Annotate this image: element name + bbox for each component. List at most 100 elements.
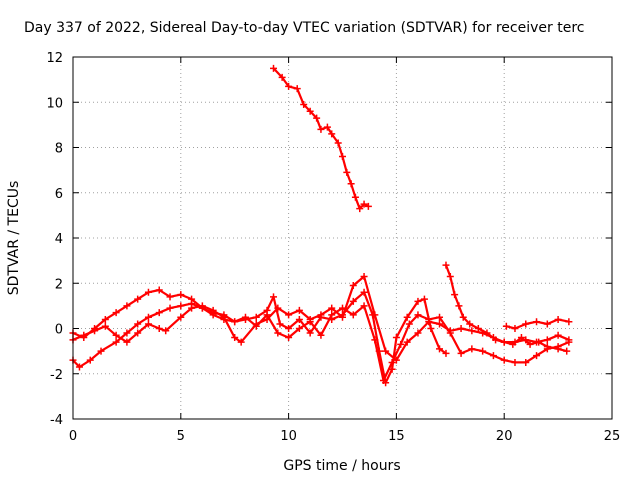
data-point [285, 82, 293, 90]
data-point [360, 302, 368, 310]
data-point [231, 334, 239, 342]
data-point [451, 291, 459, 299]
data-point [554, 345, 562, 353]
data-point [351, 193, 359, 201]
data-point [123, 302, 131, 310]
series-line [505, 318, 570, 330]
data-point [263, 315, 271, 323]
data-point [535, 338, 543, 346]
data-point [414, 311, 422, 319]
data-point [468, 327, 476, 335]
data-point [101, 315, 109, 323]
data-point [522, 358, 530, 366]
data-point [442, 261, 450, 269]
ticks-layer: 0 5 10 15 20 25 -4 -2 0 2 4 6 8 10 12 [46, 51, 620, 444]
data-point [414, 329, 422, 337]
data-point [112, 338, 120, 346]
data-point [349, 297, 357, 305]
data-point [198, 302, 206, 310]
data-point [144, 320, 152, 328]
data-point [554, 331, 562, 339]
data-point [188, 304, 196, 312]
series-track-4 [270, 64, 372, 213]
data-point [101, 322, 109, 330]
x-tick-label: 0 [69, 429, 77, 444]
data-point [436, 320, 444, 328]
data-point [356, 205, 364, 213]
grid-layer [73, 57, 612, 419]
data-point [252, 313, 260, 321]
x-tick-label: 25 [604, 429, 621, 444]
data-point [328, 130, 336, 138]
data-point [379, 377, 387, 385]
data-point [483, 329, 491, 337]
data-point [500, 356, 508, 364]
data-point [364, 202, 372, 210]
y-tick-label: 10 [46, 96, 63, 111]
data-point [285, 325, 293, 332]
data-point [457, 325, 465, 332]
data-point [75, 363, 83, 371]
data-point [177, 302, 185, 310]
data-point [317, 125, 325, 133]
data-point [306, 107, 314, 115]
data-point [565, 336, 573, 344]
y-tick-label: -2 [50, 368, 63, 383]
data-point [328, 304, 336, 312]
data-point [134, 329, 142, 337]
data-point [112, 309, 120, 317]
data-point [80, 331, 88, 339]
data-point [563, 347, 571, 355]
data-point [270, 64, 278, 72]
data-point [509, 340, 517, 348]
data-point [91, 327, 99, 335]
data-point [155, 309, 163, 317]
data-point [349, 311, 357, 319]
data-point [468, 345, 476, 353]
data-point [155, 325, 163, 332]
data-point [220, 313, 228, 321]
data-point [270, 293, 278, 301]
data-point [155, 286, 163, 294]
data-point [442, 349, 450, 357]
data-point [274, 304, 282, 312]
data-point [317, 331, 325, 339]
data-point [347, 180, 355, 188]
data-point [517, 334, 525, 342]
data-point [86, 356, 94, 364]
data-point [134, 320, 142, 328]
x-tick-label: 5 [177, 429, 185, 444]
data-point [543, 336, 551, 344]
data-point [162, 327, 170, 335]
data-layer [69, 64, 573, 387]
data-point [371, 311, 379, 319]
data-point [231, 318, 239, 326]
data-point [522, 320, 530, 328]
data-point [285, 334, 293, 342]
data-point [306, 329, 314, 337]
data-point [371, 336, 379, 344]
data-point [274, 329, 282, 337]
data-point [388, 358, 396, 366]
x-axis-label: GPS time / hours [283, 458, 400, 474]
data-point [177, 313, 185, 321]
data-point [479, 347, 487, 355]
data-point [403, 313, 411, 321]
y-tick-label: 2 [55, 277, 63, 292]
data-point [554, 315, 562, 323]
data-point [166, 293, 174, 301]
data-point [533, 352, 541, 360]
data-point [436, 313, 444, 321]
data-point [328, 311, 336, 319]
data-point [392, 356, 400, 364]
data-point [489, 352, 497, 360]
x-tick-label: 15 [388, 429, 405, 444]
y-tick-label: 8 [55, 142, 63, 157]
series-line [272, 67, 370, 210]
data-point [511, 325, 519, 332]
data-point [511, 358, 519, 366]
y-tick-label: 6 [55, 187, 63, 202]
data-point [455, 302, 463, 310]
data-point [392, 334, 400, 342]
data-point [526, 340, 534, 348]
